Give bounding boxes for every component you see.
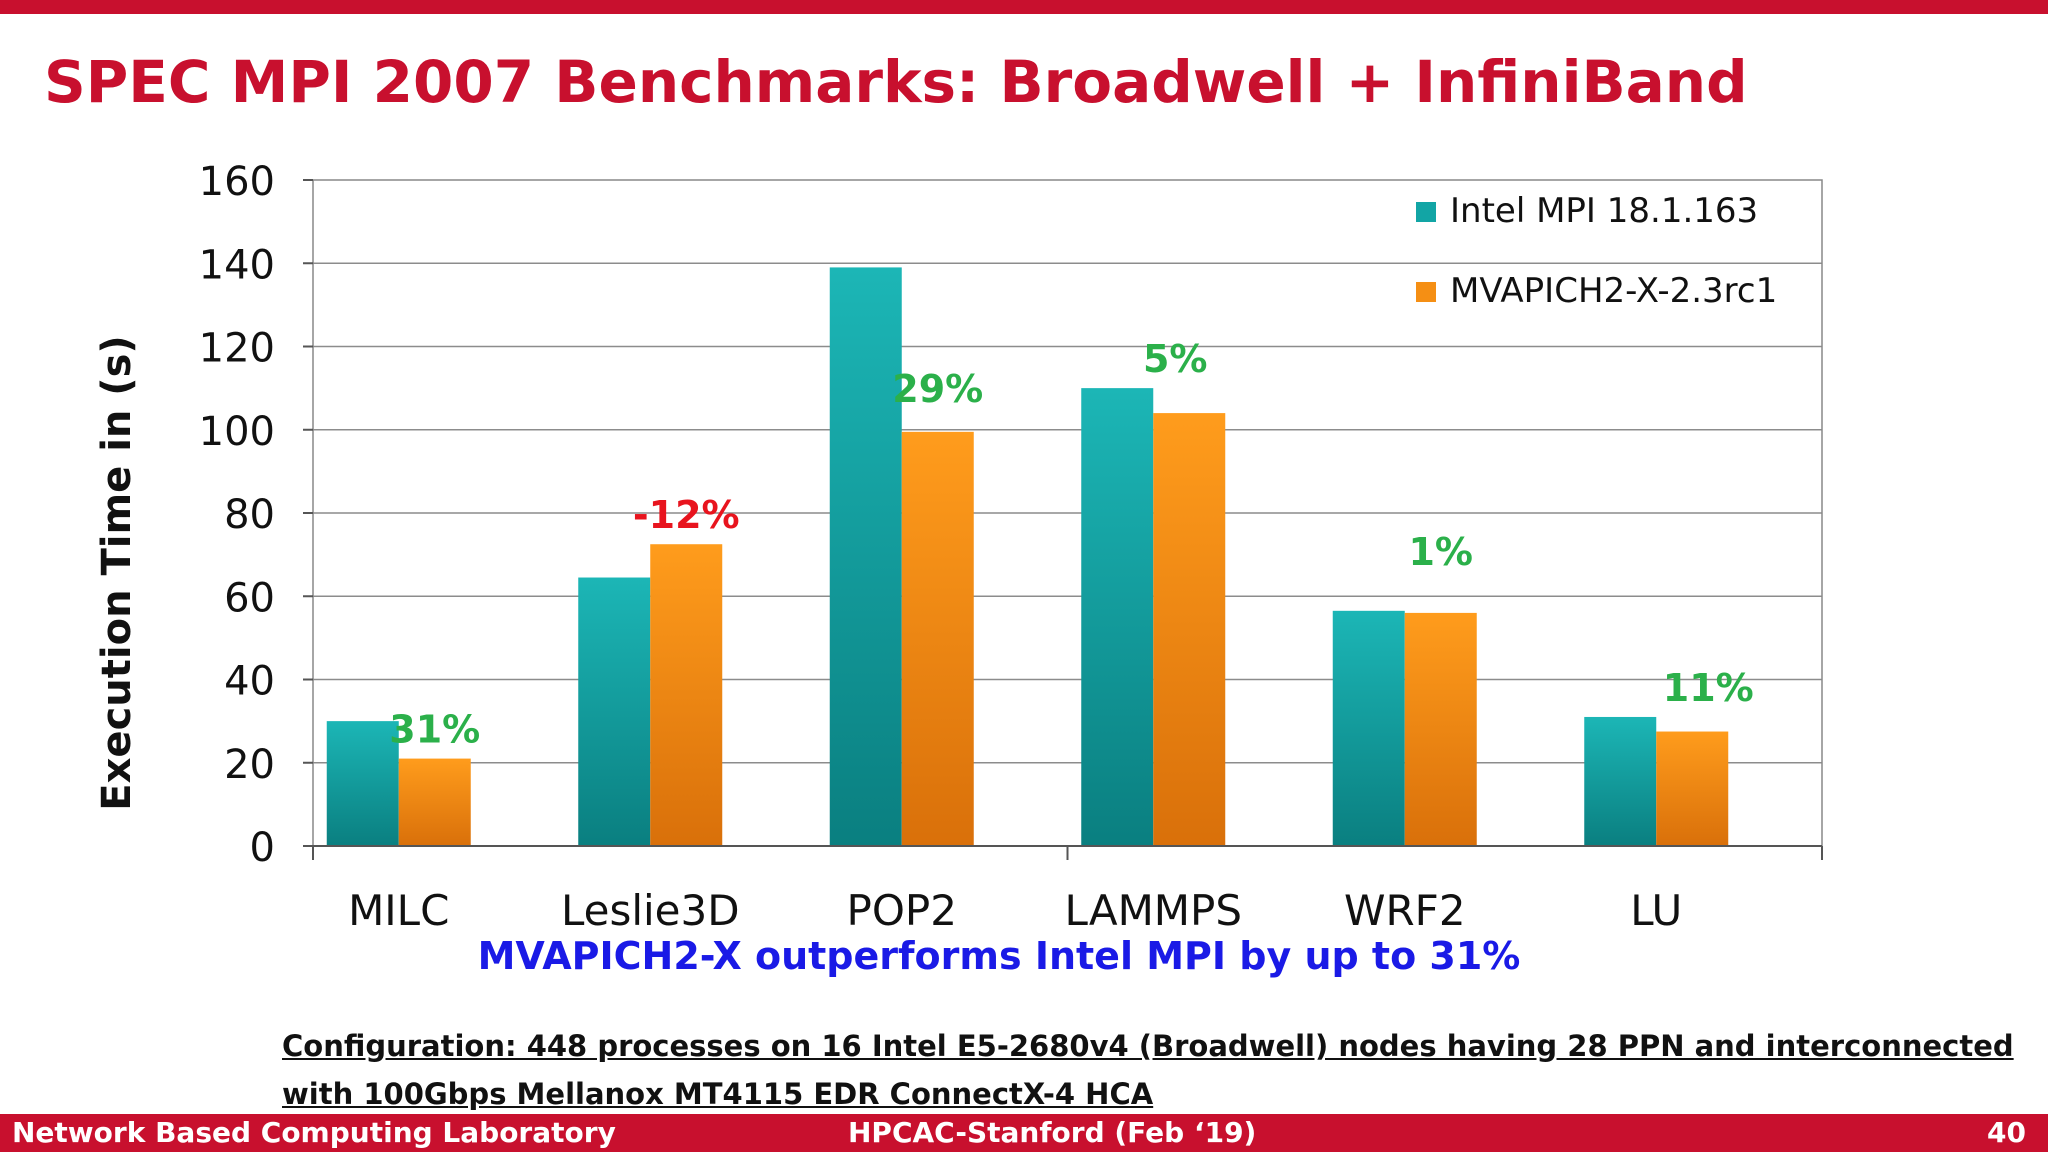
improvement-label: 31% <box>389 708 480 752</box>
top-accent-bar <box>0 0 2048 14</box>
x-tick-label: Leslie3D <box>561 886 740 935</box>
y-tick-label: 0 <box>250 825 275 871</box>
y-axis-title: Execution Time in (s) <box>94 335 140 810</box>
axes <box>303 179 1823 860</box>
slide-title: SPEC MPI 2007 Benchmarks: Broadwell + In… <box>44 48 1748 116</box>
x-tick-label: POP2 <box>847 886 957 935</box>
bar-mvapich-milc <box>398 758 471 846</box>
y-tick-label: 20 <box>224 742 275 788</box>
bar-mvapich-pop2 <box>901 431 974 846</box>
y-tick-label: 100 <box>199 409 275 455</box>
improvement-label: 5% <box>1143 337 1208 381</box>
legend-label: MVAPICH2-X-2.3rc1 <box>1450 271 1777 311</box>
improvement-label: 11% <box>1663 666 1754 710</box>
gridlines <box>313 262 1822 764</box>
bar-mvapich-leslie3d <box>650 544 723 846</box>
legend-swatch <box>1416 282 1436 302</box>
takeaway-text: MVAPICH2-X outperforms Intel MPI by up t… <box>477 934 1521 978</box>
x-tick-label: LAMMPS <box>1064 886 1242 935</box>
legend-label: Intel MPI 18.1.163 <box>1450 191 1758 231</box>
y-tick-label: 40 <box>224 659 275 705</box>
bar-intel-milc <box>326 721 399 846</box>
configuration-note: Configuration: 448 processes on 16 Intel… <box>282 1022 2014 1118</box>
bar-intel-wrf2 <box>1332 610 1405 846</box>
x-tick-label: MILC <box>348 886 449 935</box>
y-tick-label: 120 <box>199 326 275 372</box>
legend: Intel MPI 18.1.163 MVAPICH2-X-2.3rc1 <box>1416 191 1777 311</box>
improvement-label: 29% <box>892 367 983 411</box>
bars <box>326 267 1729 847</box>
x-tick-label: LU <box>1630 886 1682 935</box>
y-tick-label: 160 <box>199 159 275 205</box>
y-tick-label: 140 <box>199 242 275 288</box>
footer-lab-name: Network Based Computing Laboratory <box>12 1116 616 1149</box>
page-number: 40 <box>1987 1116 2026 1149</box>
improvement-label: -12% <box>633 493 740 537</box>
legend-swatch <box>1416 202 1436 222</box>
bar-intel-leslie3d <box>578 577 651 846</box>
bar-mvapich-lu <box>1656 731 1729 846</box>
footer-bar: Network Based Computing Laboratory HPCAC… <box>0 1114 2048 1152</box>
bar-intel-pop2 <box>829 267 902 847</box>
footer-event: HPCAC-Stanford (Feb ‘19) <box>848 1116 1257 1149</box>
x-tick-label: WRF2 <box>1344 886 1466 935</box>
bar-intel-lammps <box>1081 388 1154 846</box>
bar-intel-lu <box>1584 716 1657 846</box>
improvement-label: 1% <box>1408 530 1473 574</box>
config-line-2: with 100Gbps Mellanox MT4115 EDR Connect… <box>282 1077 1154 1111</box>
bar-mvapich-wrf2 <box>1404 612 1477 846</box>
config-line-1: Configuration: 448 processes on 16 Intel… <box>282 1029 2014 1063</box>
y-tick-label: 80 <box>224 492 275 538</box>
bar-mvapich-lammps <box>1153 413 1226 846</box>
y-tick-label: 60 <box>224 575 275 621</box>
labels: 0 20 40 60 80 100 120 140 160 Execution Time in (… <box>94 159 1754 935</box>
